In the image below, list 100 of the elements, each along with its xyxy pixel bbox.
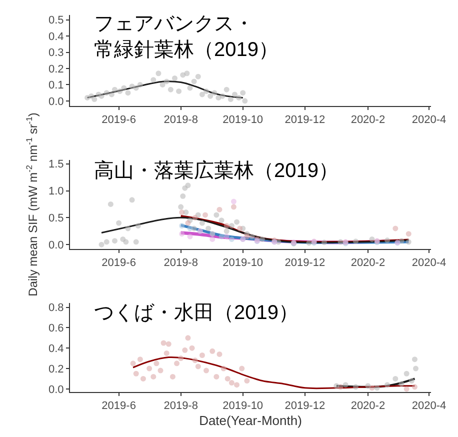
point bbox=[156, 70, 162, 76]
x-tick-label: 2020-4 bbox=[412, 400, 446, 412]
x-tick-label: 2020-2 bbox=[350, 257, 386, 270]
x-tick-label: 2019-12 bbox=[284, 400, 326, 412]
point bbox=[172, 75, 178, 81]
y-tick-label: 0.2 bbox=[48, 363, 64, 376]
x-tick-label: 2019-10 bbox=[222, 400, 264, 412]
point bbox=[230, 204, 236, 210]
point bbox=[121, 85, 127, 91]
x-tick-label: 2019-6 bbox=[102, 257, 136, 270]
point bbox=[202, 212, 208, 218]
point bbox=[398, 381, 404, 387]
point bbox=[236, 94, 242, 100]
point bbox=[158, 368, 164, 374]
y-tick-label: 0.4 bbox=[48, 342, 64, 355]
point bbox=[239, 366, 245, 372]
y-tick-label: 0.8 bbox=[48, 302, 64, 314]
point bbox=[208, 93, 214, 99]
point bbox=[212, 90, 218, 96]
point bbox=[191, 78, 197, 84]
point bbox=[392, 376, 398, 382]
point bbox=[365, 383, 371, 389]
x-tick-label: 2019-10 bbox=[222, 114, 264, 126]
point bbox=[179, 222, 185, 228]
point bbox=[228, 236, 234, 242]
line-series bbox=[335, 378, 416, 388]
point bbox=[218, 234, 224, 240]
point bbox=[240, 90, 246, 96]
point bbox=[237, 226, 243, 232]
point bbox=[412, 384, 418, 390]
point bbox=[137, 356, 143, 362]
point bbox=[234, 219, 240, 225]
y-tick-label: 0.0 bbox=[48, 96, 64, 108]
point bbox=[125, 90, 131, 96]
y-tick-label: 0.4 bbox=[48, 30, 64, 43]
point bbox=[98, 242, 104, 248]
point bbox=[384, 382, 390, 388]
point bbox=[92, 96, 98, 102]
x-tick-label: 2019-8 bbox=[164, 114, 198, 126]
y-tick-label: 0.0 bbox=[48, 384, 64, 396]
point bbox=[108, 92, 114, 98]
point bbox=[150, 374, 156, 380]
point bbox=[412, 356, 418, 362]
point bbox=[224, 228, 230, 234]
point bbox=[185, 335, 191, 341]
point bbox=[220, 93, 226, 99]
point bbox=[174, 360, 180, 366]
point bbox=[129, 197, 135, 203]
point bbox=[406, 239, 412, 245]
point bbox=[199, 220, 205, 226]
point bbox=[178, 204, 184, 210]
line-series bbox=[180, 215, 410, 244]
x-tick-label: 2020-2 bbox=[350, 114, 386, 126]
x-tick-label: 2019-8 bbox=[164, 257, 198, 270]
x-tick-label: 2019-8 bbox=[164, 400, 198, 412]
point bbox=[179, 210, 185, 216]
point bbox=[224, 234, 230, 240]
point bbox=[353, 238, 358, 244]
point bbox=[140, 376, 146, 382]
point bbox=[406, 231, 412, 237]
point bbox=[133, 239, 139, 245]
point bbox=[185, 182, 191, 188]
point bbox=[135, 222, 141, 228]
point bbox=[112, 238, 118, 244]
y-tick-label: 0.5 bbox=[48, 14, 64, 27]
point bbox=[164, 78, 170, 84]
point bbox=[384, 238, 390, 244]
point bbox=[184, 70, 190, 76]
x-tick-label: 2019-6 bbox=[102, 400, 136, 412]
point bbox=[206, 226, 212, 232]
point bbox=[224, 222, 230, 228]
point bbox=[259, 236, 265, 242]
y-tick-label: 1.5 bbox=[48, 158, 64, 171]
point bbox=[234, 382, 240, 388]
point bbox=[150, 77, 156, 83]
point bbox=[204, 88, 210, 94]
point bbox=[168, 86, 174, 92]
x-axis-title: Date(Year-Month) bbox=[199, 412, 302, 428]
point bbox=[210, 236, 216, 242]
point bbox=[374, 385, 380, 391]
y-tick-label: 0.2 bbox=[48, 63, 64, 76]
point bbox=[232, 92, 238, 98]
point bbox=[192, 358, 198, 364]
point bbox=[130, 360, 136, 366]
x-tick-label: 2020-2 bbox=[350, 400, 386, 412]
point bbox=[179, 231, 185, 237]
point bbox=[408, 378, 414, 384]
point bbox=[187, 85, 193, 91]
y-tick-label: 0.6 bbox=[48, 322, 64, 335]
point bbox=[125, 226, 131, 232]
point bbox=[224, 86, 230, 92]
point bbox=[104, 239, 110, 245]
point bbox=[166, 341, 172, 347]
point bbox=[228, 222, 234, 228]
point bbox=[192, 214, 198, 220]
point bbox=[176, 88, 182, 94]
point bbox=[216, 206, 222, 212]
point bbox=[334, 383, 340, 389]
point bbox=[404, 386, 410, 392]
point bbox=[214, 212, 220, 218]
